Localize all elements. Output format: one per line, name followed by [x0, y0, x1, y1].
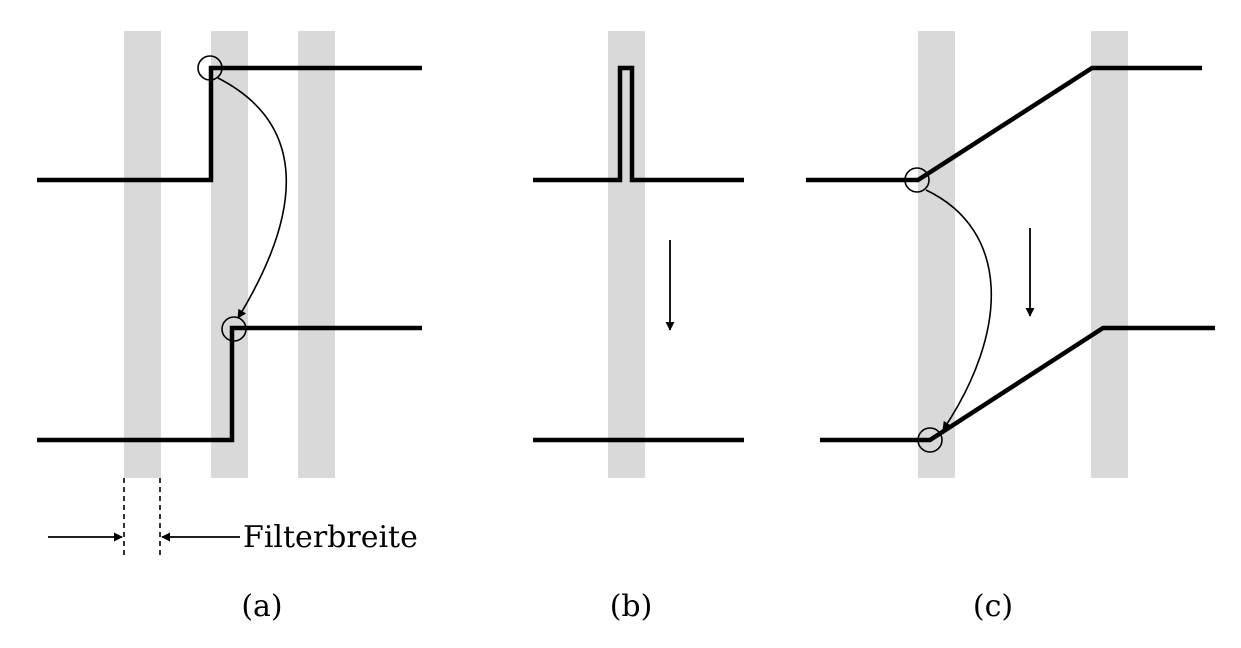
panel-a: Filterbreite (a): [37, 31, 422, 624]
step-signal-filtered: [37, 325, 422, 443]
shift-arrow-a: [217, 77, 288, 319]
ramp-signal-filtered: [820, 325, 1215, 443]
panel-c: (c): [806, 31, 1215, 624]
filter-band-a2: [211, 31, 248, 478]
edge-marker-filtered: [221, 316, 247, 342]
panel-label-a: (a): [241, 589, 282, 624]
corner-marker-original: [904, 167, 930, 193]
edge-marker-original: [197, 55, 223, 81]
filter-band-b1: [608, 31, 645, 478]
filter-band-c1: [918, 31, 955, 478]
filter-band-c2: [1091, 31, 1128, 478]
panel-label-c: (c): [973, 589, 1013, 624]
panel-label-b: (b): [610, 589, 653, 624]
step-signal-original: [37, 65, 422, 183]
ramp-signal-original: [806, 65, 1202, 183]
filter-width-label: Filterbreite: [243, 520, 418, 555]
filter-band-a3: [298, 31, 335, 478]
impulse-signal-original: [533, 65, 744, 183]
filter-band-a1: [124, 31, 161, 478]
panel-b: (b): [533, 31, 744, 624]
corner-marker-filtered: [917, 427, 943, 453]
shift-arrow-c: [925, 189, 992, 431]
